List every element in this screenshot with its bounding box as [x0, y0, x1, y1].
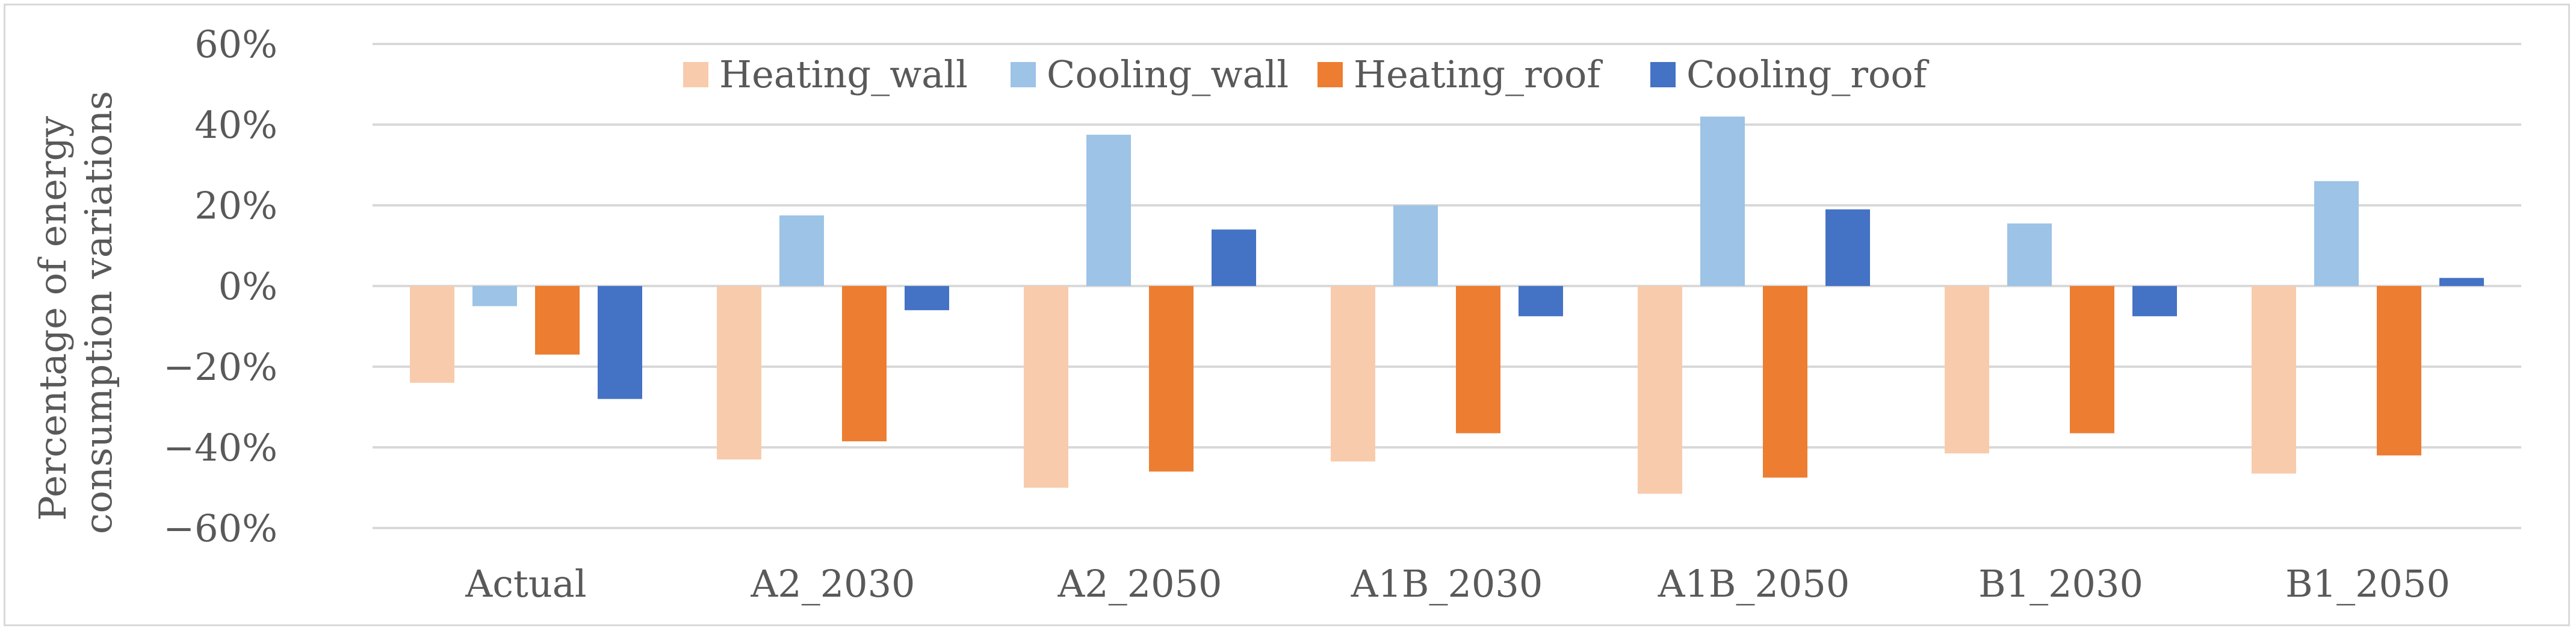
bar-heating-wall-a2-2050	[1024, 286, 1068, 488]
x-tick-label: A2_2030	[750, 562, 915, 606]
bar-cooling-wall-b1-2030	[2007, 223, 2052, 286]
bar-cooling-wall-actual	[472, 286, 517, 306]
bar-cooling-wall-a2-2030	[779, 215, 824, 286]
bar-heating-roof-b1-2050	[2377, 286, 2421, 456]
bar-cooling-roof-b1-2050	[2439, 278, 2484, 286]
bar-cooling-wall-a1b-2030	[1393, 205, 1438, 286]
y-axis-label: Percentage of energy consumption variati…	[31, 91, 120, 534]
bar-cooling-roof-a1b-2050	[1825, 209, 1870, 286]
bar-heating-wall-a2-2030	[717, 286, 761, 460]
bar-cooling-wall-b1-2050	[2314, 181, 2359, 286]
legend-label-heating-wall: Heating_wall	[719, 52, 968, 96]
legend-label-cooling-wall: Cooling_wall	[1047, 52, 1289, 96]
gridlines	[373, 43, 2521, 529]
y-tick-label: 40%	[194, 103, 277, 147]
legend-swatch-heating-wall	[683, 62, 708, 87]
bar-heating-roof-a1b-2030	[1456, 286, 1500, 434]
bar-cooling-roof-a2-2030	[905, 286, 949, 311]
bar-heating-roof-a1b-2050	[1763, 286, 1807, 478]
bar-chart: −60% −40% −20% 0% 20% 40% 60% Actual A2_2030 A2_…	[31, 22, 2521, 606]
bar-cooling-roof-a1b-2030	[1519, 286, 1563, 317]
legend-swatch-cooling-roof	[1650, 62, 1676, 87]
y-tick-label: −40%	[163, 426, 277, 470]
x-tick-label: A1B_2030	[1351, 562, 1543, 606]
bar-heating-wall-actual	[410, 286, 454, 383]
y-axis-label-line-1: Percentage of energy	[31, 116, 75, 521]
legend: Heating_wall Cooling_wall Heating_roof Cool…	[683, 52, 1930, 96]
bars	[410, 116, 2484, 494]
y-axis-ticks: −60% −40% −20% 0% 20% 40% 60%	[163, 22, 277, 550]
x-tick-label: Actual	[465, 562, 586, 606]
bar-heating-roof-a2-2050	[1149, 286, 1194, 472]
bar-heating-wall-b1-2030	[1945, 286, 1989, 454]
legend-swatch-cooling-wall	[1011, 62, 1036, 87]
x-tick-label: B1_2050	[2285, 562, 2450, 606]
y-axis-label-line-2: consumption variations	[76, 91, 120, 534]
bar-heating-roof-b1-2030	[2070, 286, 2114, 434]
bar-cooling-roof-actual	[598, 286, 642, 399]
bar-cooling-roof-b1-2030	[2132, 286, 2177, 317]
chart-frame: −60% −40% −20% 0% 20% 40% 60% Actual A2_2030 A2_…	[4, 4, 2570, 626]
legend-label-cooling-roof: Cooling_roof	[1686, 52, 1930, 96]
legend-label-heating-roof: Heating_roof	[1354, 52, 1603, 96]
bar-heating-roof-a2-2030	[842, 286, 887, 441]
x-tick-label: A2_2050	[1057, 562, 1222, 606]
y-tick-label: −20%	[163, 345, 277, 389]
y-tick-label: 0%	[218, 264, 277, 308]
bar-cooling-wall-a1b-2050	[1700, 116, 1745, 286]
bar-heating-wall-b1-2050	[2252, 286, 2296, 474]
bar-heating-wall-a1b-2030	[1331, 286, 1375, 462]
bar-heating-wall-a1b-2050	[1638, 286, 1682, 494]
x-tick-label: A1B_2050	[1658, 562, 1850, 606]
bar-heating-roof-actual	[535, 286, 580, 355]
legend-swatch-heating-roof	[1317, 62, 1343, 87]
x-axis-ticks: Actual A2_2030 A2_2050 A1B_2030 A1B_2050 B1_2…	[465, 562, 2450, 606]
x-tick-label: B1_2030	[1978, 562, 2143, 606]
bar-cooling-wall-a2-2050	[1086, 134, 1131, 286]
bar-cooling-roof-a2-2050	[1212, 229, 1256, 286]
y-tick-label: 20%	[194, 184, 277, 228]
y-tick-label: 60%	[194, 22, 277, 66]
y-tick-label: −60%	[163, 506, 277, 550]
